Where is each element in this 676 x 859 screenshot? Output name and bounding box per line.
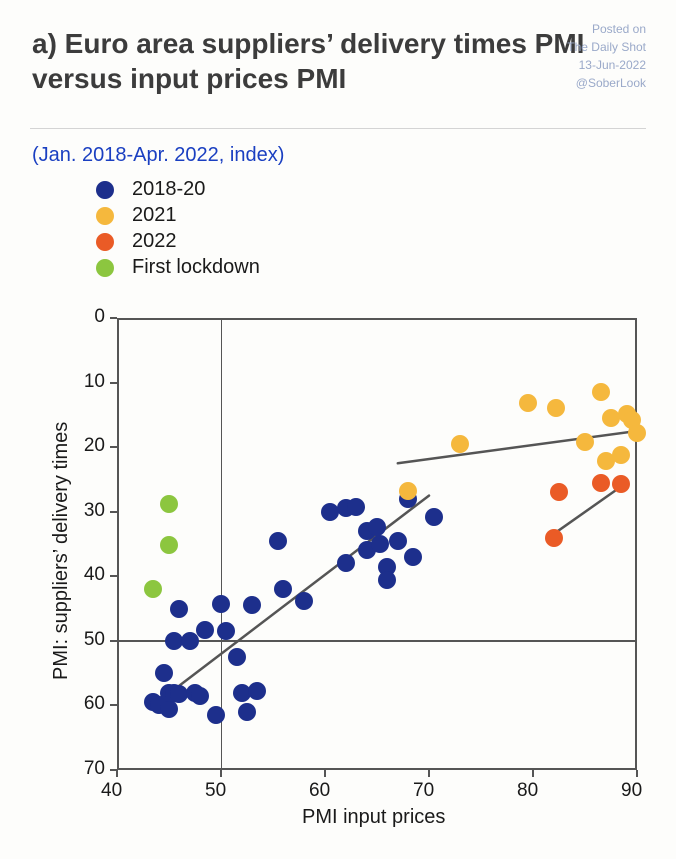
legend: 2018-20 2021 2022 First lockdown (96, 178, 260, 282)
legend-label: 2018-20 (132, 178, 205, 201)
legend-marker (96, 207, 114, 225)
data-point-2018-20 (337, 554, 355, 572)
legend-marker (96, 181, 114, 199)
legend-item: 2021 (96, 204, 260, 227)
data-point-2021 (399, 482, 417, 500)
legend-label: 2021 (132, 204, 177, 227)
data-point-2022 (592, 474, 610, 492)
data-point-2018-20 (404, 548, 422, 566)
data-point-2018-20 (196, 621, 214, 639)
legend-label: First lockdown (132, 256, 260, 279)
data-point-2018-20 (181, 632, 199, 650)
data-point-2022 (550, 483, 568, 501)
chart-title: a) Euro area suppliers’ delivery times P… (32, 26, 646, 96)
data-point-2022 (545, 529, 563, 547)
data-point-2018-20 (389, 532, 407, 550)
data-point-2018-20 (347, 498, 365, 516)
data-point-2018-20 (274, 580, 292, 598)
data-point-2018-20 (170, 600, 188, 618)
watermark-block: Posted on The Daily Shot 13-Jun-2022 @So… (567, 20, 646, 92)
watermark-handle: @SoberLook (567, 74, 646, 92)
watermark-line1: Posted on (567, 20, 646, 38)
data-point-2018-20 (212, 595, 230, 613)
data-point-2018-20 (378, 571, 396, 589)
data-point-2021 (612, 446, 630, 464)
data-point-2021 (576, 433, 594, 451)
data-point-2022 (612, 475, 630, 493)
data-point-2018-20 (425, 508, 443, 526)
watermark-line2: The Daily Shot (567, 38, 646, 56)
x-axis-label: PMI input prices (302, 806, 445, 829)
chart-page: a) Euro area suppliers’ delivery times P… (0, 0, 676, 859)
data-point-2018-20 (228, 648, 246, 666)
data-point-2018-20 (191, 687, 209, 705)
data-point-2018-20 (368, 518, 386, 536)
data-point-2018-20 (217, 622, 235, 640)
data-point-2018-20 (371, 535, 389, 553)
legend-item: 2018-20 (96, 178, 260, 201)
data-point-2018-20 (238, 703, 256, 721)
legend-marker (96, 259, 114, 277)
data-point-lockdown (160, 495, 178, 513)
data-point-2021 (547, 399, 565, 417)
data-point-2021 (628, 424, 646, 442)
data-point-2018-20 (155, 664, 173, 682)
data-point-2018-20 (295, 592, 313, 610)
x-tick-label: 70 (413, 780, 434, 802)
legend-item: First lockdown (96, 256, 260, 279)
data-point-2018-20 (248, 682, 266, 700)
x-tick-label: 60 (309, 780, 330, 802)
legend-label: 2022 (132, 230, 177, 253)
data-point-2018-20 (269, 532, 287, 550)
legend-marker (96, 233, 114, 251)
data-point-2021 (451, 435, 469, 453)
data-point-2021 (592, 383, 610, 401)
chart-subtitle: (Jan. 2018-Apr. 2022, index) (32, 144, 284, 167)
chart-area: 010203040506070405060708090PMI input pri… (32, 308, 647, 828)
x-tick-label: 50 (205, 780, 226, 802)
x-tick-label: 90 (621, 780, 642, 802)
x-tick-label: 80 (517, 780, 538, 802)
data-point-lockdown (160, 536, 178, 554)
data-point-2018-20 (207, 706, 225, 724)
legend-item: 2022 (96, 230, 260, 253)
x-tick-label: 40 (101, 780, 122, 802)
data-point-lockdown (144, 580, 162, 598)
title-divider (30, 128, 646, 129)
watermark-line3: 13-Jun-2022 (567, 56, 646, 74)
data-point-2018-20 (243, 596, 261, 614)
data-point-2021 (519, 394, 537, 412)
